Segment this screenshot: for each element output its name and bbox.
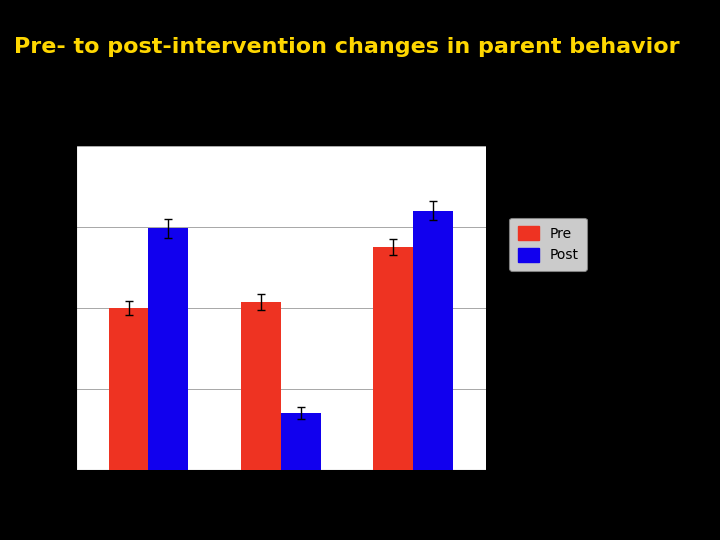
Text: Pre- to post-intervention changes in parent behavior: Pre- to post-intervention changes in par… <box>14 37 680 57</box>
Bar <box>148 228 188 470</box>
Bar <box>374 247 413 470</box>
Legend: Pre, Post: Pre, Post <box>509 218 587 271</box>
Bar <box>281 413 320 470</box>
Bar <box>109 308 148 470</box>
Y-axis label: ORCE Scale Score: ORCE Scale Score <box>36 240 50 376</box>
Bar <box>413 211 453 470</box>
Bar <box>241 302 281 470</box>
